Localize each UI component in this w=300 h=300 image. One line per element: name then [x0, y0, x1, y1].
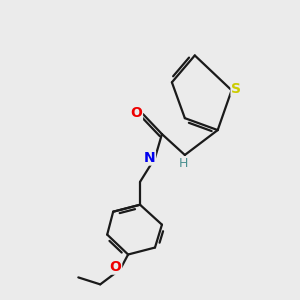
Text: O: O: [110, 260, 122, 274]
Text: S: S: [231, 82, 241, 96]
Text: O: O: [130, 106, 142, 120]
Text: O: O: [110, 260, 122, 274]
Text: S: S: [231, 82, 241, 96]
Text: O: O: [130, 106, 142, 120]
Text: H: H: [178, 157, 188, 170]
Text: H: H: [178, 157, 188, 170]
Text: N: N: [144, 151, 155, 165]
Text: N: N: [144, 151, 155, 165]
